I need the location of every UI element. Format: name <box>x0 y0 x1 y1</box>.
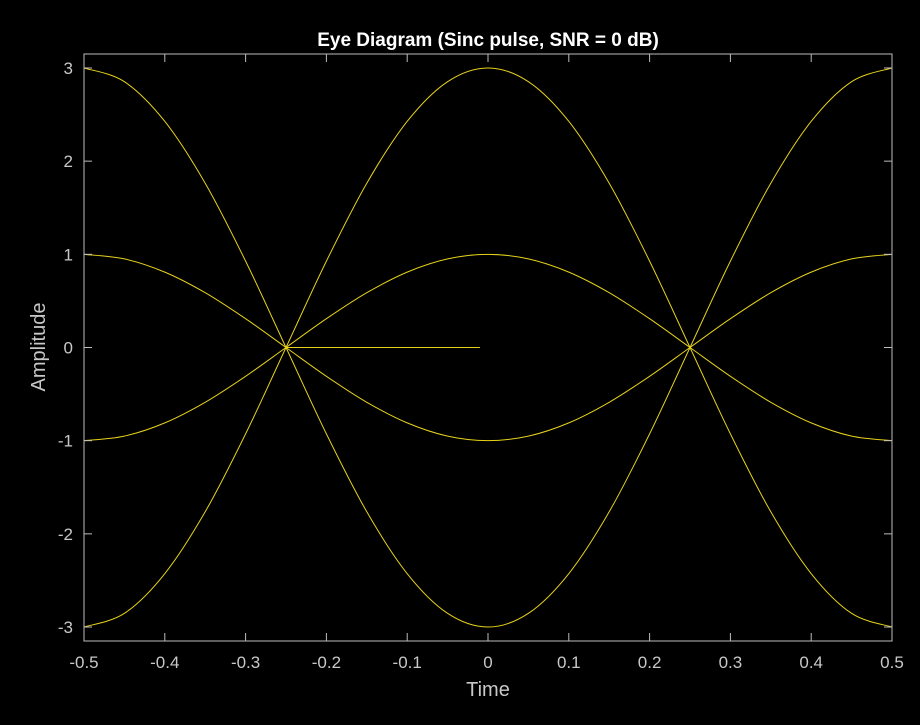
series-line-2 <box>83 67 893 628</box>
x-tick-label: 0.5 <box>880 653 904 672</box>
series-layer <box>83 67 893 628</box>
plot-area-border <box>83 53 893 642</box>
x-tick-label: 0.2 <box>638 653 662 672</box>
y-tick-label: -1 <box>58 432 73 451</box>
x-tick-label: 0.4 <box>799 653 823 672</box>
y-tick-label: -3 <box>58 618 73 637</box>
chart-title: Eye Diagram (Sinc pulse, SNR = 0 dB) <box>317 30 659 51</box>
y-tick-label: 1 <box>64 245 73 264</box>
x-tick-label: -0.3 <box>231 653 260 672</box>
x-axis-label: Time <box>466 679 510 701</box>
series-line-3 <box>83 253 893 442</box>
x-tick-label: -0.5 <box>69 653 98 672</box>
y-tick-label: 3 <box>64 59 73 78</box>
y-tick-label: 0 <box>64 339 73 358</box>
x-tick-label: 0.1 <box>557 653 581 672</box>
x-tick-label: 0.3 <box>719 653 743 672</box>
x-tick-label: -0.1 <box>393 653 422 672</box>
x-tick-label: -0.2 <box>312 653 341 672</box>
y-axis-label: Amplitude <box>28 303 50 392</box>
x-tick-label: 0 <box>483 653 492 672</box>
ticks-layer: -0.5 -0.4 -0.3 -0.2 -0.1 0 0.1 0.2 0.3 0.4 0.5 -3 -2… <box>58 54 904 672</box>
series-line-4 <box>83 253 893 442</box>
y-tick-label: -2 <box>58 525 73 544</box>
y-tick-label: 2 <box>64 152 73 171</box>
series-line-1 <box>83 67 893 628</box>
x-tick-label: -0.4 <box>150 653 179 672</box>
